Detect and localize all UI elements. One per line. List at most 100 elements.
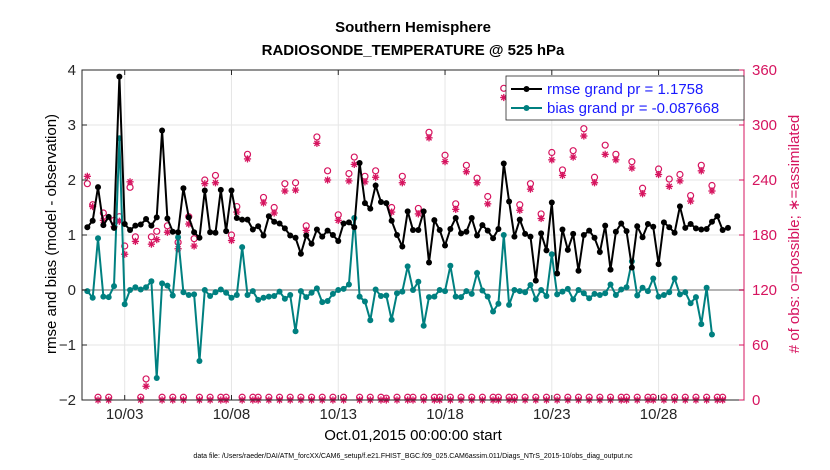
rmse-point xyxy=(132,222,139,229)
rmse-point xyxy=(548,199,555,206)
rmse-point xyxy=(276,220,283,227)
rmse-point xyxy=(527,233,534,240)
bias-point xyxy=(442,288,449,295)
rmse-point xyxy=(127,227,134,234)
possible-obs-marker xyxy=(350,153,358,161)
bias-point xyxy=(639,284,646,291)
bias-point xyxy=(708,331,715,338)
assimilated-obs-marker xyxy=(548,156,556,164)
possible-obs-marker xyxy=(83,180,91,188)
rmse-point xyxy=(452,214,459,221)
bias-point xyxy=(89,294,96,301)
bias-point xyxy=(474,269,481,276)
bias-point xyxy=(591,290,598,297)
assimilated-obs-marker xyxy=(687,197,695,205)
bias-point xyxy=(570,296,577,303)
rmse-point xyxy=(100,222,107,229)
bias-point xyxy=(185,291,192,298)
rmse-point xyxy=(671,229,678,236)
rmse-point xyxy=(420,208,427,215)
assimilated-obs-marker xyxy=(638,190,647,198)
possible-obs-marker xyxy=(153,227,161,235)
bias-point xyxy=(153,375,160,381)
rmse-point xyxy=(559,226,566,233)
bias-point xyxy=(313,285,320,292)
legend-bias-marker xyxy=(523,105,530,111)
rmse-point xyxy=(111,224,118,231)
bias-point xyxy=(143,284,150,291)
bias-point xyxy=(137,286,144,293)
bias-point xyxy=(554,291,561,298)
possible-obs-marker xyxy=(345,169,353,178)
rmse-point xyxy=(260,232,267,239)
y-right-tick-label: 240 xyxy=(752,172,777,189)
possible-obs-marker xyxy=(121,242,129,250)
rmse-point xyxy=(698,226,705,233)
bias-point xyxy=(575,287,582,293)
rmse-point xyxy=(516,216,523,223)
bias-point xyxy=(244,291,251,298)
bias-point xyxy=(692,294,699,301)
rmse-point xyxy=(442,242,449,249)
bias-point xyxy=(468,290,475,297)
assimilated-obs-marker xyxy=(270,209,278,217)
rmse-point xyxy=(436,227,443,234)
rmse-point xyxy=(447,225,454,232)
rmse-point xyxy=(319,233,326,240)
x-tick-label: 10/13 xyxy=(319,406,357,423)
assimilated-obs-marker xyxy=(126,178,134,186)
bias-point xyxy=(586,295,593,302)
bias-point xyxy=(484,293,491,300)
bias-point xyxy=(671,275,678,282)
rmse-point xyxy=(212,229,219,236)
rmse-point xyxy=(463,228,470,235)
rmse-point xyxy=(148,222,155,229)
bias-point xyxy=(527,282,534,289)
rmse-point xyxy=(404,208,411,215)
bias-point xyxy=(431,293,438,300)
rmse-point xyxy=(532,277,539,284)
rmse-point xyxy=(586,227,593,234)
rmse-point xyxy=(724,224,731,231)
bias-point xyxy=(361,298,368,305)
rmse-point xyxy=(500,160,507,167)
possible-obs-marker xyxy=(580,125,588,133)
rmse-point xyxy=(703,225,710,232)
assimilated-obs-marker xyxy=(526,185,535,193)
y-left-tick-label: 2 xyxy=(68,172,76,189)
y-right-tick-label: 0 xyxy=(752,392,760,409)
rmse-point xyxy=(297,250,304,257)
assimilated-obs-marker xyxy=(190,242,198,250)
rmse-point xyxy=(564,246,571,253)
rmse-point xyxy=(201,187,208,194)
y-left-tick-label: 4 xyxy=(68,62,76,79)
y-left-tick-label: 0 xyxy=(68,282,76,299)
rmse-point xyxy=(522,230,529,237)
rmse-point xyxy=(207,229,214,236)
bias-point xyxy=(100,293,107,300)
bias-point xyxy=(212,289,219,296)
bias-point xyxy=(479,287,486,294)
legend: rmse grand pr = 1.1758 bias grand pr = -… xyxy=(505,75,745,121)
assimilated-obs-marker xyxy=(398,179,406,187)
bias-point xyxy=(217,286,224,293)
bias-point xyxy=(345,281,352,288)
rmse-point xyxy=(180,185,187,192)
bias-point xyxy=(458,294,465,301)
bias-point xyxy=(329,290,336,297)
assimilated-obs-marker xyxy=(350,160,358,169)
bias-point xyxy=(623,284,630,291)
rmse-point xyxy=(393,232,400,238)
rmse-point xyxy=(628,264,635,271)
bias-point xyxy=(121,301,128,308)
rmse-point xyxy=(543,247,550,254)
bias-point xyxy=(682,289,689,296)
legend-rmse-label: rmse grand pr = 1.1758 xyxy=(547,81,703,98)
bias-point xyxy=(436,287,443,293)
y-left-tick-label: 3 xyxy=(68,117,76,134)
y-right-tick-label: 300 xyxy=(752,117,777,134)
rmse-point xyxy=(164,215,171,222)
rmse-point xyxy=(265,213,272,220)
assimilated-obs-marker xyxy=(580,132,588,140)
